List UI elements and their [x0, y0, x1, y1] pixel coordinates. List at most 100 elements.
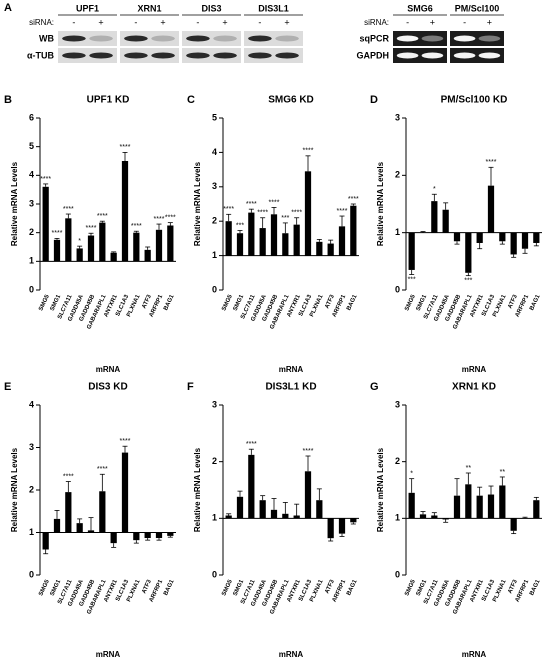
bar — [453, 232, 461, 242]
x-tick-label: BAG1 — [163, 578, 176, 596]
bar — [533, 232, 540, 243]
panel-label: E — [4, 381, 11, 393]
blot — [120, 48, 179, 63]
bar — [533, 500, 540, 519]
row-label: α-TUB — [27, 50, 55, 60]
y-tick-label: 1 — [212, 513, 217, 523]
blot — [450, 31, 504, 46]
x-tick-label: BAG1 — [163, 293, 176, 311]
bar — [236, 496, 244, 519]
y-axis-label: Relative mRNA Levels — [193, 161, 202, 246]
significance: **** — [63, 473, 74, 480]
y-tick-label: 0 — [29, 569, 34, 579]
y-tick-label: 4 — [29, 170, 34, 180]
chart-title: XRN1 KD — [452, 382, 496, 393]
bar — [350, 205, 357, 256]
bar — [282, 513, 289, 519]
y-axis-label: Relative mRNA Levels — [10, 161, 19, 246]
y-tick-label: 3 — [212, 181, 217, 191]
y-tick-label: 2 — [395, 456, 400, 466]
x-axis-label: mRNA — [96, 650, 121, 659]
bar — [304, 471, 312, 519]
x-tick-label: ATF3 — [507, 293, 519, 309]
y-tick-label: 0 — [29, 284, 34, 294]
x-tick-label: BAG1 — [346, 578, 359, 596]
bar — [76, 248, 83, 262]
bar — [499, 485, 506, 519]
band — [421, 35, 444, 42]
significance: **** — [120, 438, 131, 445]
bar — [316, 241, 323, 256]
x-tick-label: BAG1 — [346, 293, 359, 311]
significance: **** — [63, 206, 74, 213]
plus-label: + — [98, 17, 103, 27]
band — [275, 52, 299, 59]
bar — [155, 229, 163, 262]
bar — [259, 500, 266, 519]
y-tick-label: 1 — [29, 527, 34, 537]
plus-label: + — [222, 17, 227, 27]
significance: **** — [40, 176, 51, 183]
bar — [42, 186, 49, 262]
bar — [87, 235, 95, 262]
y-tick-label: 3 — [395, 112, 400, 122]
y-tick-label: 4 — [29, 399, 34, 409]
bar — [225, 515, 232, 519]
minus-label: - — [258, 17, 261, 27]
y-tick-label: 2 — [212, 216, 217, 226]
band — [151, 52, 175, 59]
bar — [167, 225, 174, 262]
band — [89, 52, 113, 59]
bar — [327, 243, 334, 256]
band — [275, 35, 299, 42]
plus-label: + — [487, 17, 492, 27]
blot — [393, 48, 447, 63]
x-tick-label: BAG1 — [529, 293, 542, 311]
y-tick-label: 2 — [395, 170, 400, 180]
y-tick-label: 0 — [212, 569, 217, 579]
band — [62, 52, 86, 59]
significance: **** — [348, 196, 359, 203]
significance: **** — [303, 148, 314, 155]
y-axis-label: Relative mRNA Levels — [376, 161, 385, 246]
bar — [110, 532, 117, 544]
bar — [487, 185, 495, 233]
significance: **** — [246, 441, 257, 448]
y-tick-label: 2 — [212, 456, 217, 466]
bar — [53, 518, 61, 533]
bar — [476, 495, 483, 519]
x-tick-label: ATF3 — [141, 578, 153, 594]
row-label: sqPCR — [359, 33, 389, 43]
bar — [293, 224, 300, 256]
significance: **** — [165, 214, 176, 221]
significance: **** — [257, 210, 268, 217]
significance: **** — [131, 223, 142, 230]
bar — [510, 518, 517, 531]
bar — [270, 509, 278, 519]
bar — [99, 491, 106, 533]
bar — [293, 515, 300, 519]
y-tick-label: 3 — [29, 198, 34, 208]
band — [248, 35, 272, 42]
significance: ** — [466, 465, 472, 472]
bar — [248, 454, 255, 519]
significance: **** — [97, 213, 108, 220]
target-label: SMG6 — [407, 3, 433, 13]
x-axis-label: mRNA — [462, 365, 487, 374]
bar — [419, 514, 427, 519]
bar — [304, 171, 312, 256]
bar — [282, 233, 289, 256]
bar — [144, 532, 151, 539]
bar — [338, 518, 346, 534]
band — [124, 52, 148, 59]
significance: **** — [303, 448, 314, 455]
bar — [133, 532, 140, 541]
sirna-label: siRNA: — [29, 18, 54, 27]
band — [396, 35, 419, 42]
panel-label: B — [4, 94, 12, 106]
bar — [442, 209, 449, 233]
bar — [350, 518, 357, 523]
bar — [76, 523, 83, 533]
bar — [259, 228, 266, 256]
